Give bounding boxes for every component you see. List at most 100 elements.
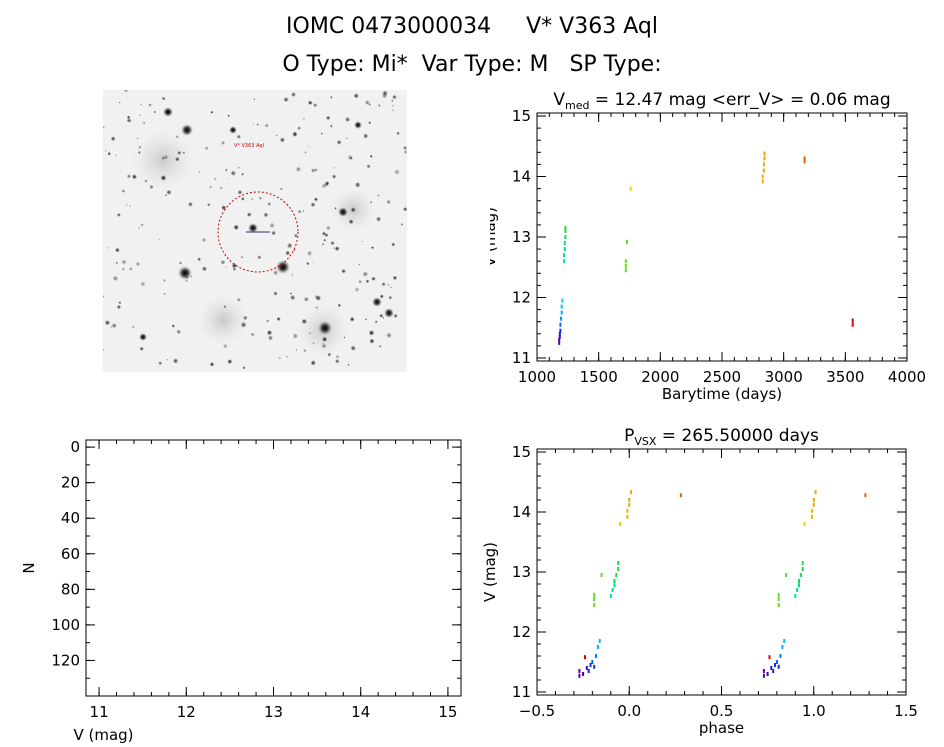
faint-star <box>182 151 186 155</box>
faint-star <box>237 166 240 169</box>
faint-star <box>283 96 289 103</box>
data-point <box>564 229 567 233</box>
data-point <box>560 304 563 309</box>
faint-star <box>386 199 391 205</box>
faint-star <box>391 242 396 247</box>
title-subscript: VSX <box>634 435 657 448</box>
faint-star <box>293 233 298 238</box>
faint-star <box>178 261 183 265</box>
faint-star <box>142 121 146 125</box>
faint-star <box>110 136 116 142</box>
x-axis-label: V (mag) <box>73 726 133 744</box>
data-point <box>798 579 800 583</box>
faint-star <box>387 283 390 287</box>
faint-star <box>121 189 126 193</box>
faint-star <box>334 207 337 210</box>
faint-star <box>267 335 274 341</box>
faint-star <box>321 231 327 236</box>
faint-star <box>107 151 111 156</box>
faint-star <box>297 126 301 131</box>
data-point <box>777 592 780 597</box>
faint-star <box>204 146 209 151</box>
y-tick-label: 14 <box>512 168 531 186</box>
faint-star <box>307 100 313 106</box>
faint-star <box>303 296 309 302</box>
data-point <box>595 654 597 658</box>
data-point <box>626 239 628 244</box>
faint-star <box>264 123 269 128</box>
data-point <box>609 594 612 598</box>
faint-star <box>334 358 340 364</box>
faint-star <box>139 346 144 352</box>
data-point <box>628 498 631 502</box>
faint-star <box>252 123 255 126</box>
data-point <box>585 666 588 670</box>
faint-star <box>389 286 393 289</box>
data-point <box>814 490 817 495</box>
bright-star <box>354 121 362 129</box>
faint-star <box>153 110 157 114</box>
bright-star <box>384 308 394 318</box>
faint-star <box>163 98 166 101</box>
data-point <box>619 522 621 526</box>
faint-star <box>236 134 242 140</box>
faint-star <box>327 352 332 357</box>
faint-star <box>315 306 319 310</box>
faint-star <box>177 150 182 156</box>
faint-star <box>333 247 335 250</box>
y-tick-label: 12 <box>512 623 531 641</box>
faint-star <box>258 196 263 201</box>
histogram-frame <box>85 439 462 697</box>
faint-star <box>201 266 208 272</box>
faint-star <box>257 255 262 260</box>
data-point <box>593 603 596 607</box>
faint-star <box>346 137 348 140</box>
faint-star <box>240 256 244 259</box>
faint-star <box>391 99 394 102</box>
y-tick-label: 12 <box>512 288 531 306</box>
faint-star <box>136 137 139 140</box>
data-point <box>801 561 804 565</box>
y-axis-label: V (mag) <box>481 542 499 602</box>
faint-star <box>369 201 373 204</box>
faint-star <box>148 103 152 107</box>
faint-star <box>304 151 307 154</box>
faint-star <box>386 332 392 339</box>
faint-star <box>140 223 144 227</box>
faint-star <box>297 209 302 214</box>
data-point <box>587 669 590 673</box>
faint-star <box>391 109 395 112</box>
faint-star <box>364 318 368 321</box>
y-tick-label: 14 <box>512 503 531 521</box>
data-point <box>563 259 566 264</box>
data-point <box>626 514 629 519</box>
x-tick-label: 12 <box>177 703 196 721</box>
x-axis-label: phase <box>699 719 744 737</box>
faint-star <box>371 246 374 249</box>
faint-star <box>321 183 327 189</box>
faint-star <box>272 269 279 276</box>
data-point <box>762 168 765 173</box>
faint-star <box>253 98 256 101</box>
y-tick-label: 120 <box>51 651 80 669</box>
faint-star <box>116 304 122 310</box>
data-point <box>558 331 561 336</box>
data-point <box>777 664 780 669</box>
faint-star <box>209 362 215 367</box>
faint-star <box>295 166 302 173</box>
faint-star <box>292 333 299 339</box>
nebula-patch <box>198 295 248 345</box>
data-point <box>763 156 766 161</box>
faint-star <box>341 268 346 274</box>
data-point <box>762 673 765 678</box>
faint-star <box>126 174 132 179</box>
data-point <box>563 241 566 245</box>
lightcurve-title: Vmed = 12.47 mag <err_V> = 0.06 mag <box>553 90 890 112</box>
faint-star <box>131 325 135 329</box>
faint-star <box>388 295 393 300</box>
data-point <box>624 264 627 268</box>
data-point <box>564 225 567 230</box>
y-tick-label: 20 <box>61 474 80 492</box>
data-point <box>558 334 561 339</box>
y-axis-label: N <box>20 562 38 573</box>
